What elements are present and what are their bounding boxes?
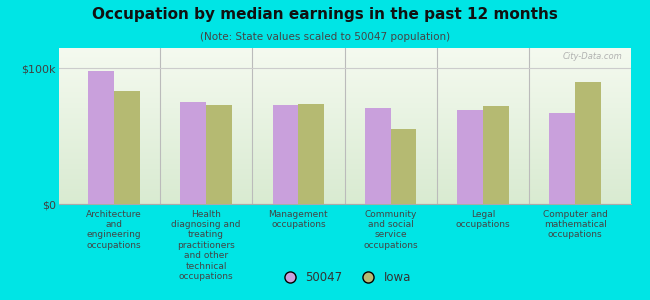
- Text: (Note: State values scaled to 50047 population): (Note: State values scaled to 50047 popu…: [200, 32, 450, 41]
- Bar: [457, 110, 483, 204]
- Bar: [575, 82, 601, 204]
- Text: City-Data.com: City-Data.com: [562, 52, 622, 61]
- Legend: 50047, Iowa: 50047, Iowa: [278, 271, 411, 284]
- Bar: [206, 105, 232, 204]
- Bar: [88, 71, 114, 204]
- Text: Occupation by median earnings in the past 12 months: Occupation by median earnings in the pas…: [92, 8, 558, 22]
- Bar: [483, 106, 509, 204]
- Bar: [365, 108, 391, 204]
- Bar: [272, 105, 298, 204]
- Bar: [298, 103, 324, 204]
- Bar: [391, 129, 417, 204]
- Bar: [549, 113, 575, 204]
- Bar: [180, 102, 206, 204]
- Bar: [114, 92, 140, 204]
